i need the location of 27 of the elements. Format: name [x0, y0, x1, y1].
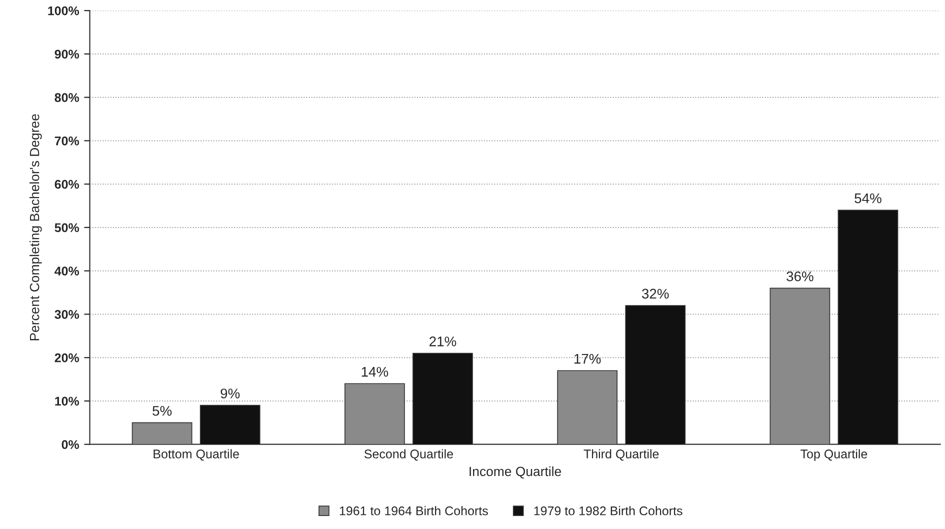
data-label: 54% — [854, 193, 882, 204]
x-axis-title: Income Quartile — [470, 466, 562, 478]
data-label: 5% — [152, 406, 172, 416]
y-tick-label: 80% — [54, 93, 80, 102]
data-label: 14% — [362, 366, 388, 377]
legend-label: 1961 to 1964 Birth Cohorts — [340, 506, 488, 516]
y-tick-label: 50% — [54, 223, 80, 232]
y-tick-label: 100% — [48, 6, 80, 16]
y-tick-label: 10% — [55, 396, 80, 406]
y-tick-label: 60% — [54, 180, 80, 189]
x-tick-label: Second Quartile — [364, 449, 453, 461]
y-tick-label: 70% — [54, 136, 80, 146]
data-label: 36% — [786, 271, 814, 282]
x-tick-label: Bottom Quartile — [154, 449, 239, 461]
y-axis-title: Percent Completing Bachelor's Degree — [30, 114, 42, 340]
y-tick-label: 40% — [54, 266, 80, 276]
data-label: 17% — [574, 354, 601, 364]
data-label: 21% — [430, 336, 456, 346]
y-tick-label: 0% — [62, 440, 80, 450]
legend-label: 1979 to 1982 Birth Cohorts — [534, 506, 682, 516]
x-tick-label: Top Quartile — [800, 449, 868, 461]
x-tick-label: Third Quartile — [584, 449, 659, 461]
y-tick-label: 30% — [54, 310, 80, 319]
data-label: 32% — [642, 288, 669, 299]
data-label: 9% — [220, 388, 240, 398]
y-tick-label: 90% — [54, 50, 80, 59]
y-tick-label: 20% — [54, 353, 80, 362]
